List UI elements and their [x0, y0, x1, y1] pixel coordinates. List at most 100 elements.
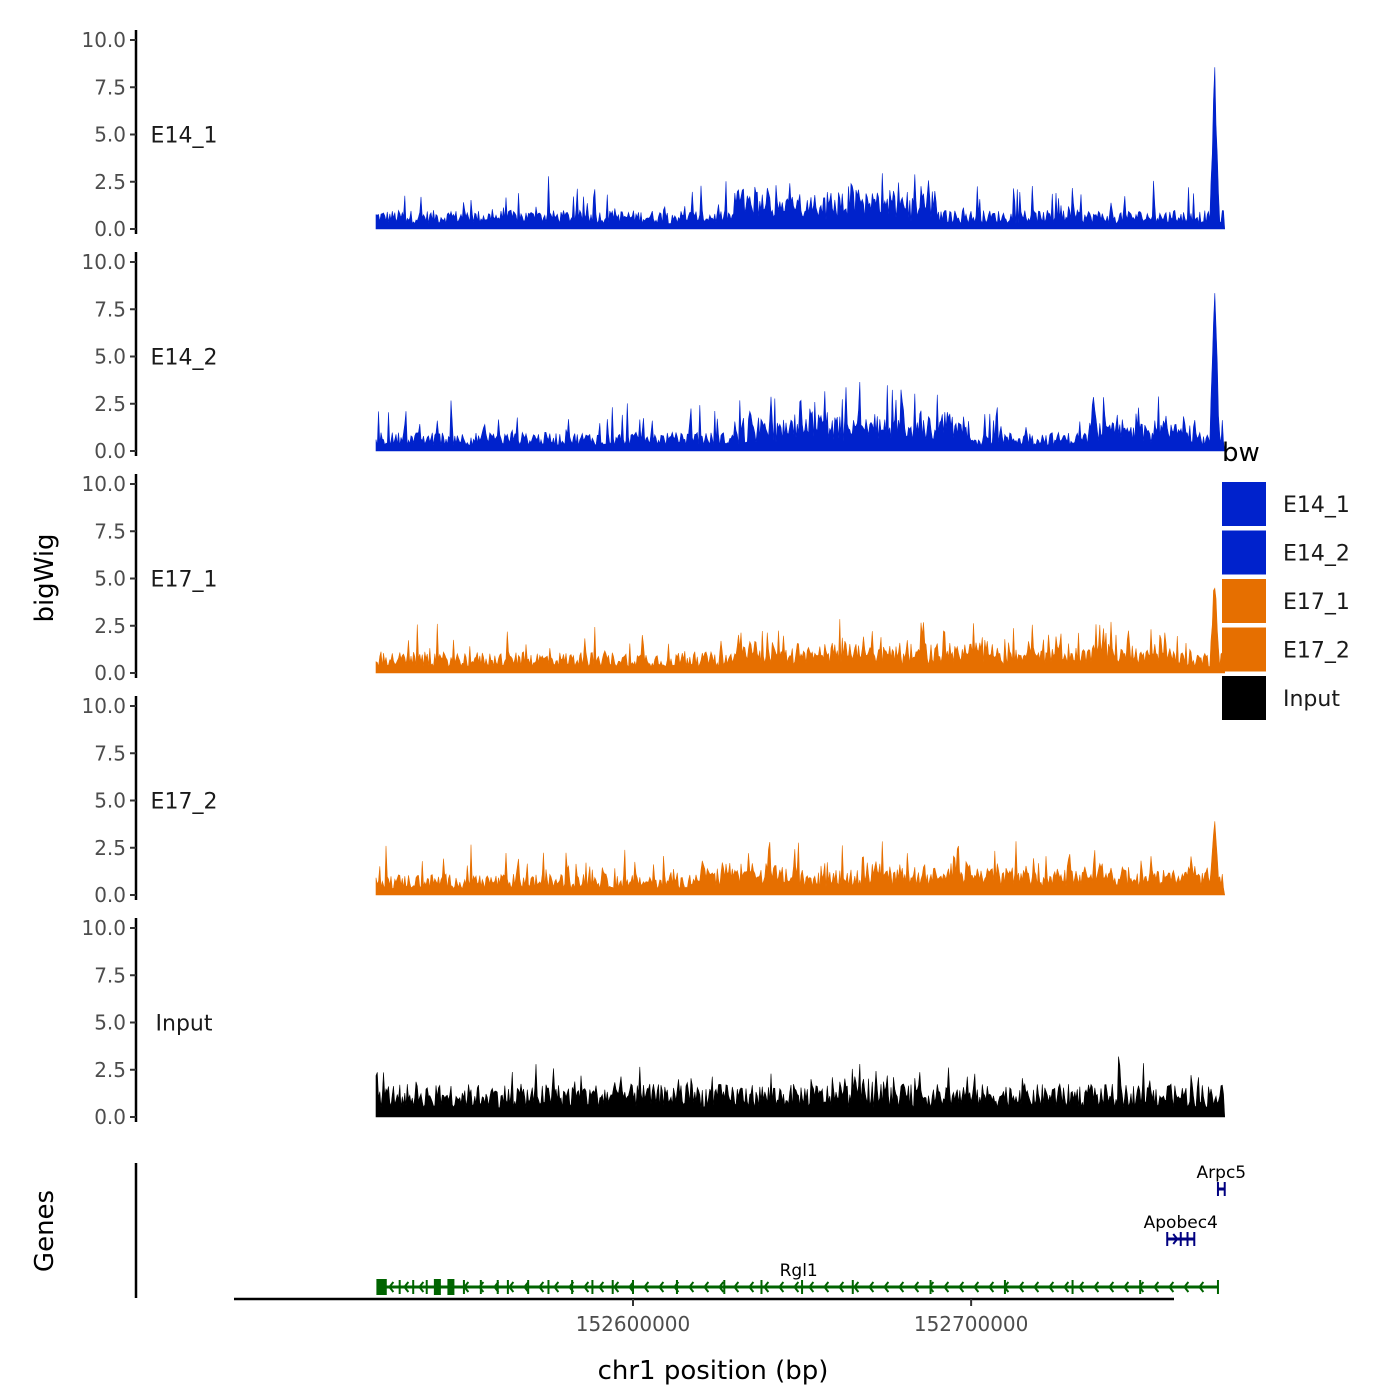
strand-arrow: [658, 1281, 665, 1293]
strand-arrow: [943, 1281, 950, 1293]
strand-arrow: [1093, 1281, 1100, 1293]
y-tick-label: 10.0: [81, 472, 126, 496]
legend-label: E17_1: [1283, 590, 1350, 615]
strand-arrow: [928, 1281, 935, 1293]
y-tick-label: 0.0: [94, 1105, 126, 1129]
gene-track: Rgl1 Apobec4 Arpc5: [134, 1163, 1246, 1298]
strand-arrow: [688, 1281, 695, 1293]
exon: [1166, 1232, 1169, 1246]
strand-arrow: [403, 1281, 410, 1293]
gene-Arpc5: Arpc5: [1197, 1163, 1246, 1196]
strand-arrow: [523, 1281, 530, 1293]
y-tick-label: 2.5: [94, 614, 126, 638]
strand-arrow: [1018, 1281, 1025, 1293]
strand-arrow: [583, 1281, 590, 1293]
strand-arrow: [853, 1281, 860, 1293]
strand-arrow: [643, 1281, 650, 1293]
strand-arrow: [1063, 1281, 1070, 1293]
signal-area-E17_1: [375, 587, 1226, 674]
strand-arrow: [538, 1281, 545, 1293]
signal-panels: 0.0 2.5 5.0 7.5 10.0 E14_1 0.0 2.5 5.0 7.5 10.0 E14…: [81, 28, 1226, 1129]
x-axis: 152600000 152700000: [234, 1297, 1174, 1336]
y-tick-label: 2.5: [94, 392, 126, 416]
exon: [1223, 1182, 1226, 1196]
strand-arrow: [613, 1281, 620, 1293]
strand-arrow: [418, 1281, 425, 1293]
y-tick-label: 10.0: [81, 916, 126, 940]
strand-arrow: [568, 1281, 575, 1293]
exon: [506, 1280, 509, 1294]
exon: [851, 1280, 854, 1294]
panel-label-E17_2: E17_2: [151, 790, 218, 815]
exon: [1179, 1232, 1182, 1246]
y-tick-label: 2.5: [94, 836, 126, 860]
strand-arrow: [733, 1281, 740, 1293]
panel-label-E17_1: E17_1: [151, 568, 218, 593]
strand-arrow: [1003, 1281, 1010, 1293]
y-tick-label: 7.5: [94, 519, 126, 543]
signal-area-E14_1: [375, 67, 1226, 230]
strand-arrow: [553, 1281, 560, 1293]
y-tick-label: 5.0: [94, 123, 126, 147]
strand-arrow: [823, 1281, 830, 1293]
strand-arrow: [1078, 1281, 1085, 1293]
legend-swatch: [1222, 627, 1266, 672]
exon: [571, 1280, 574, 1294]
exon: [631, 1280, 634, 1294]
y-tick-label: 10.0: [81, 28, 126, 52]
strand-arrow: [778, 1281, 785, 1293]
strand-arrow: [1183, 1281, 1190, 1293]
legend-item-Input: Input: [1222, 676, 1340, 720]
strand-arrow: [1048, 1281, 1055, 1293]
legend-item-E17_1: E17_1: [1222, 579, 1350, 623]
strand-arrow: [493, 1281, 500, 1293]
strand-arrow: [913, 1281, 920, 1293]
strand-arrow: [1168, 1281, 1175, 1293]
strand-arrow: [1153, 1281, 1160, 1293]
exon: [527, 1280, 530, 1294]
exon: [433, 1279, 441, 1295]
y-tick-label: 7.5: [94, 741, 126, 765]
strand-arrow: [508, 1281, 515, 1293]
exon: [1186, 1232, 1189, 1246]
y-tick-label: 10.0: [81, 694, 126, 718]
exon: [1216, 1182, 1219, 1196]
panel-Input: 0.0 2.5 5.0 7.5 10.0 Input: [81, 916, 1226, 1129]
strand-arrow: [1123, 1281, 1130, 1293]
legend-swatch: [1222, 482, 1266, 526]
y-tick-label: 0.0: [94, 217, 126, 241]
exon: [1071, 1280, 1074, 1294]
strand-arrow: [1033, 1281, 1040, 1293]
legend-label: E17_2: [1283, 639, 1350, 664]
exon: [723, 1280, 726, 1294]
legend-title: bw: [1222, 438, 1260, 468]
legend-label: E14_1: [1283, 493, 1350, 518]
strand-arrow: [793, 1281, 800, 1293]
strand-arrow: [898, 1281, 905, 1293]
gene-track-title: Genes: [30, 1190, 60, 1272]
strand-arrow: [868, 1281, 875, 1293]
y-tick-label: 5.0: [94, 1011, 126, 1035]
legend-item-E14_1: E14_1: [1222, 482, 1350, 526]
y-tick-label: 5.0: [94, 567, 126, 591]
exon: [591, 1280, 594, 1294]
panel-E17_2: 0.0 2.5 5.0 7.5 10.0 E17_2: [81, 694, 1226, 907]
y-tick-label: 5.0: [94, 345, 126, 369]
panel-label-Input: Input: [156, 1012, 213, 1037]
legend-label: Input: [1283, 687, 1340, 712]
strand-arrow: [1172, 1233, 1179, 1245]
exon: [801, 1280, 804, 1294]
signal-area-Input: [375, 1056, 1226, 1118]
strand-arrow: [598, 1281, 605, 1293]
y-tick-label: 2.5: [94, 1058, 126, 1082]
exon: [675, 1280, 678, 1294]
gene-label-Rgl1: Rgl1: [780, 1261, 818, 1281]
legend-swatch: [1222, 579, 1266, 623]
gene-label-Apobec4: Apobec4: [1144, 1213, 1218, 1233]
exon: [412, 1280, 415, 1294]
strand-arrow: [808, 1281, 815, 1293]
x-axis-title: chr1 position (bp): [598, 1356, 829, 1386]
exon: [760, 1280, 763, 1294]
panel-E14_2: 0.0 2.5 5.0 7.5 10.0 E14_2: [81, 250, 1226, 463]
